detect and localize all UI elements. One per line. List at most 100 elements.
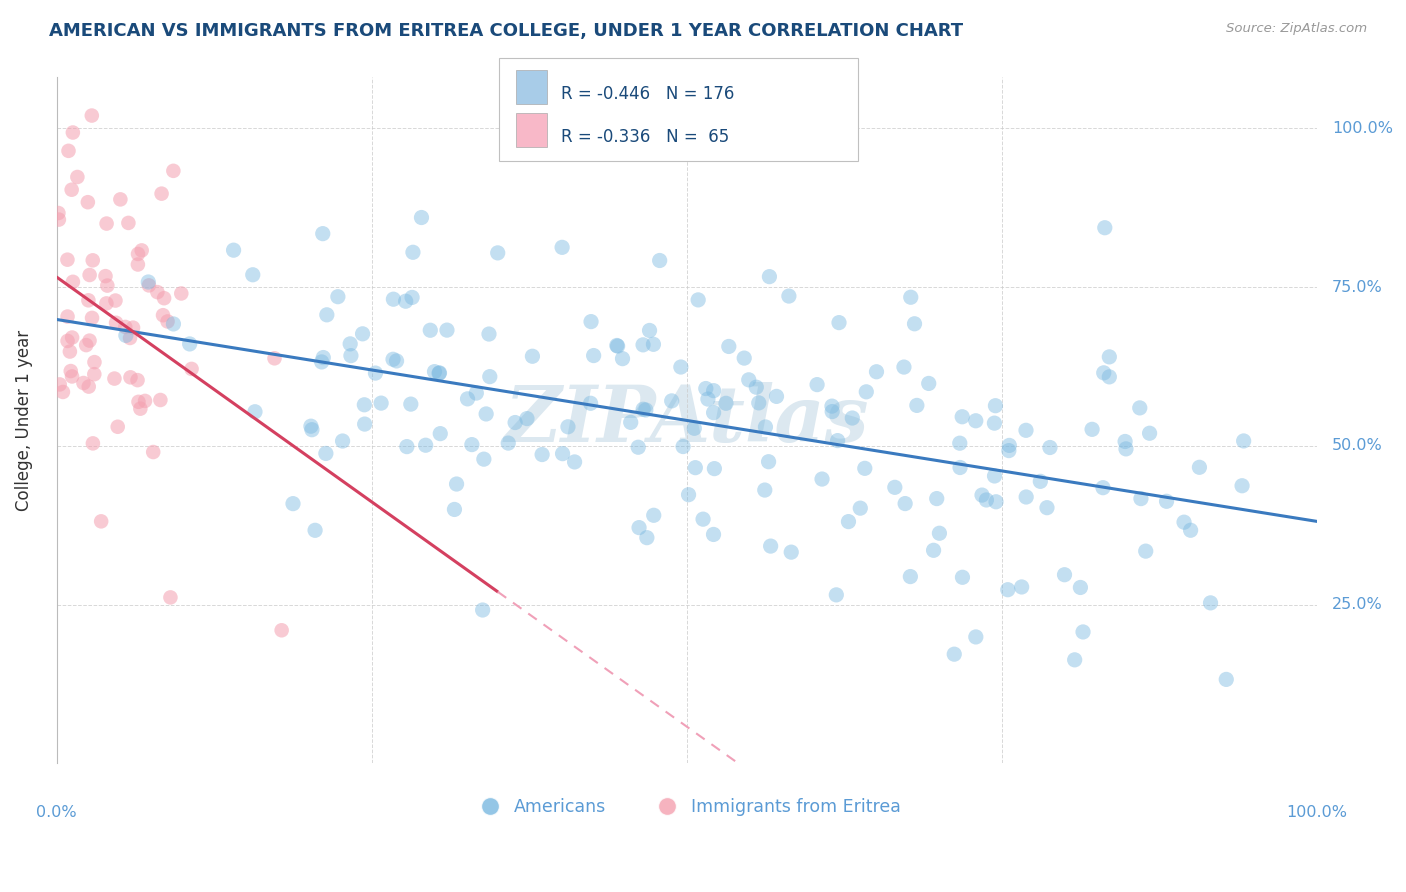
Point <box>943 647 966 661</box>
Point <box>883 480 905 494</box>
Point <box>80 109 103 123</box>
Legend: Americans, Immigrants from Eritrea: Americans, Immigrants from Eritrea <box>465 791 908 823</box>
Point <box>382 292 405 306</box>
Point <box>627 440 650 454</box>
Point <box>83 368 105 382</box>
Point <box>983 416 1005 430</box>
Point <box>153 291 176 305</box>
Point <box>471 603 494 617</box>
Point <box>222 243 245 257</box>
Point <box>754 420 776 434</box>
Point <box>564 455 586 469</box>
Point <box>443 502 465 516</box>
Point <box>531 448 554 462</box>
Point <box>997 582 1019 597</box>
Point <box>77 293 100 308</box>
Point <box>136 275 159 289</box>
Point <box>1139 426 1161 441</box>
Point <box>66 169 89 184</box>
Point <box>894 497 917 511</box>
Point <box>312 351 335 365</box>
Point <box>806 377 828 392</box>
Point <box>122 320 145 334</box>
Point <box>142 445 165 459</box>
Point <box>522 349 544 363</box>
Point <box>134 393 156 408</box>
Text: 100.0%: 100.0% <box>1331 120 1393 136</box>
Point <box>263 351 285 366</box>
Point <box>56 252 79 267</box>
Point <box>612 351 634 366</box>
Point <box>478 369 501 384</box>
Point <box>648 253 671 268</box>
Point <box>48 212 70 227</box>
Point <box>557 419 579 434</box>
Point <box>301 423 323 437</box>
Point <box>1015 490 1038 504</box>
Point <box>411 211 433 225</box>
Point <box>1015 423 1038 437</box>
Point <box>114 320 136 334</box>
Point <box>415 438 437 452</box>
Point <box>638 323 661 337</box>
Point <box>419 323 441 337</box>
Point <box>83 355 105 369</box>
Point <box>48 377 70 392</box>
Point <box>105 316 128 330</box>
Point <box>821 404 844 418</box>
Point <box>129 401 152 416</box>
Point <box>56 310 79 324</box>
Point <box>429 426 451 441</box>
Point <box>270 624 292 638</box>
Point <box>503 416 526 430</box>
Point <box>1135 544 1157 558</box>
Point <box>179 337 201 351</box>
Point <box>80 310 103 325</box>
Point <box>827 434 849 448</box>
Point <box>928 526 950 541</box>
Point <box>340 349 363 363</box>
Point <box>949 460 972 475</box>
Point <box>315 446 337 460</box>
Point <box>382 352 405 367</box>
Point <box>1094 220 1116 235</box>
Point <box>486 245 509 260</box>
Point <box>436 323 458 337</box>
Point <box>59 364 82 378</box>
Point <box>661 393 683 408</box>
Point <box>170 286 193 301</box>
Point <box>1039 441 1062 455</box>
Y-axis label: College, Under 1 year: College, Under 1 year <box>15 330 32 511</box>
Point <box>837 515 859 529</box>
Point <box>94 269 117 284</box>
Point <box>48 206 70 220</box>
Point <box>401 290 423 304</box>
Point <box>242 268 264 282</box>
Point <box>758 455 780 469</box>
Point <box>898 569 921 583</box>
Point <box>120 370 142 384</box>
Point <box>952 570 974 584</box>
Point <box>1053 567 1076 582</box>
Point <box>1036 500 1059 515</box>
Point <box>1230 479 1253 493</box>
Point <box>643 508 665 523</box>
Point <box>758 269 780 284</box>
Point <box>304 524 326 538</box>
Point <box>96 217 118 231</box>
Point <box>976 492 998 507</box>
Point <box>754 483 776 497</box>
Point <box>688 293 710 307</box>
Point <box>402 245 425 260</box>
Point <box>703 384 725 398</box>
Point <box>922 543 945 558</box>
Point <box>429 366 451 380</box>
Point <box>76 195 98 210</box>
Text: 50.0%: 50.0% <box>1331 438 1382 453</box>
Point <box>353 398 375 412</box>
Point <box>395 294 418 309</box>
Point <box>1098 369 1121 384</box>
Point <box>461 437 484 451</box>
Point <box>62 126 84 140</box>
Point <box>1029 475 1052 489</box>
